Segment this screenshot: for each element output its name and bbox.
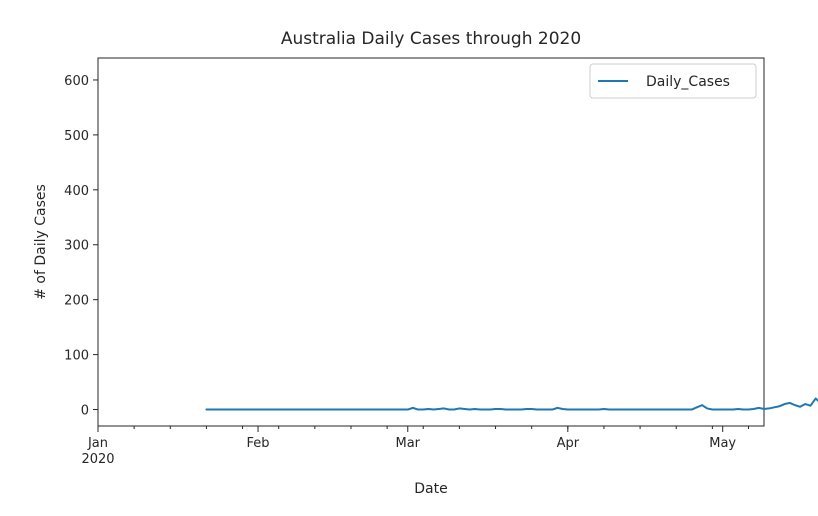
y-tick-label: 100 bbox=[64, 349, 89, 364]
plot-area bbox=[206, 74, 818, 410]
legend: Daily_Cases bbox=[590, 64, 756, 98]
x-tick-label: Feb bbox=[247, 436, 270, 451]
x-tick-label: Apr bbox=[557, 436, 580, 451]
y-tick-label: 600 bbox=[64, 74, 89, 89]
y-tick-label: 500 bbox=[64, 129, 89, 144]
y-tick-label: 200 bbox=[64, 294, 89, 309]
chart-title: Australia Daily Cases through 2020 bbox=[281, 29, 581, 49]
x-tick-label: May bbox=[709, 436, 736, 451]
x-axis-label: Date bbox=[414, 481, 447, 497]
series-line-daily-cases bbox=[206, 74, 818, 410]
x-tick-label: Mar bbox=[396, 436, 421, 451]
y-tick-label: 400 bbox=[64, 184, 89, 199]
x-tick-sublabel: 2020 bbox=[81, 452, 114, 467]
y-axis-label: # of Daily Cases bbox=[33, 184, 49, 300]
legend-label-daily-cases: Daily_Cases bbox=[646, 74, 730, 90]
plot-frame bbox=[98, 58, 764, 426]
x-tick-label: Jan bbox=[87, 436, 108, 451]
y-axis: 0 100 200 300 400 500 600 bbox=[64, 74, 98, 419]
y-tick-label: 300 bbox=[64, 239, 89, 254]
y-tick-label: 0 bbox=[81, 404, 89, 419]
